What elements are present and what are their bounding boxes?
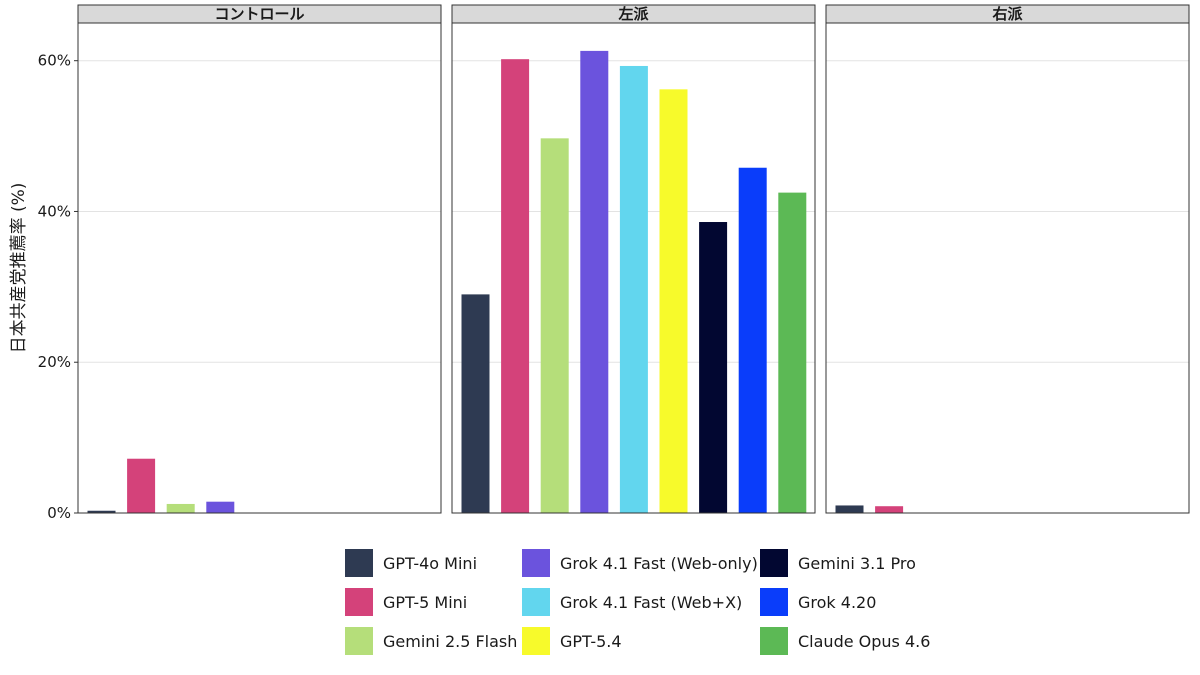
legend-label: GPT-5.4 xyxy=(560,632,622,651)
legend-swatch xyxy=(522,588,550,616)
legend-swatch xyxy=(522,627,550,655)
bar-gpt-5-mini xyxy=(875,506,904,513)
legend-swatch xyxy=(345,588,373,616)
y-tick-label: 40% xyxy=(38,202,71,220)
bar-gpt-5-mini xyxy=(127,458,156,513)
bar-claude-opus-4-6 xyxy=(778,192,807,513)
facet-title: 左派 xyxy=(617,5,649,23)
legend-label: Gemini 3.1 Pro xyxy=(798,554,916,573)
bar-grok-4-1-fast-web-only- xyxy=(580,50,609,514)
panel-background xyxy=(78,23,441,513)
y-tick-label: 0% xyxy=(47,504,71,522)
bar-gemini-2-5-flash xyxy=(540,138,569,514)
legend-swatch xyxy=(760,627,788,655)
y-tick-label: 20% xyxy=(38,353,71,371)
legend-swatch xyxy=(345,549,373,577)
facet-title: 右派 xyxy=(992,5,1023,23)
legend-swatch xyxy=(760,549,788,577)
bar-grok-4-1-fast-web-only- xyxy=(206,501,235,513)
bar-gpt-5-4 xyxy=(659,89,688,513)
y-tick-label: 60% xyxy=(38,52,71,70)
bar-gemini-2-5-flash xyxy=(166,503,195,513)
legend-label: Grok 4.20 xyxy=(798,593,876,612)
legend-label: Gemini 2.5 Flash xyxy=(383,632,517,651)
legend-swatch xyxy=(760,588,788,616)
bar-gpt-4o-mini xyxy=(461,294,490,513)
bar-grok-4-1-fast-web-x- xyxy=(619,65,648,513)
legend-label: Claude Opus 4.6 xyxy=(798,632,930,651)
y-axis-title: 日本共産党推薦率 (%) xyxy=(9,183,29,354)
legend-swatch xyxy=(345,627,373,655)
panel-background xyxy=(826,23,1189,513)
legend-label: GPT-4o Mini xyxy=(383,554,477,573)
facet-strip xyxy=(77,4,442,24)
bar-gpt-5-mini xyxy=(501,59,530,513)
facet-title: コントロール xyxy=(214,5,304,23)
bar-grok-4-20 xyxy=(738,167,767,513)
facet-strip xyxy=(825,4,1190,24)
legend-label: GPT-5 Mini xyxy=(383,593,467,612)
legend-label: Grok 4.1 Fast (Web+X) xyxy=(560,593,742,612)
bar-gemini-3-1-pro xyxy=(699,222,728,513)
bar-gpt-4o-mini xyxy=(87,510,116,513)
bar-gpt-4o-mini xyxy=(835,505,864,513)
legend-swatch xyxy=(522,549,550,577)
legend-label: Grok 4.1 Fast (Web-only) xyxy=(560,554,758,573)
facet-strip xyxy=(451,4,816,24)
